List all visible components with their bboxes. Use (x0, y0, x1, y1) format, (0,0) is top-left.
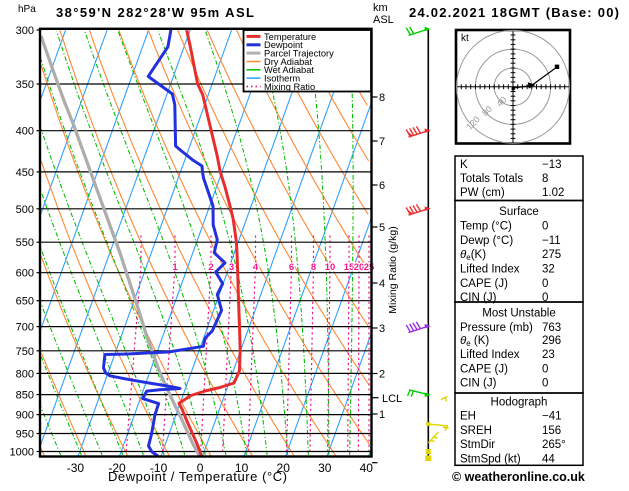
svg-text:8: 8 (311, 262, 316, 273)
svg-text:850: 850 (16, 390, 34, 402)
svg-text:1000: 1000 (10, 447, 34, 459)
svg-text:EH: EH (460, 411, 476, 423)
svg-text:Mixing Ratio: Mixing Ratio (264, 82, 315, 92)
svg-text:SREH: SREH (460, 425, 492, 437)
svg-text:15: 15 (344, 262, 355, 273)
svg-text:6: 6 (379, 180, 385, 192)
svg-text:1: 1 (379, 409, 385, 421)
svg-text:0: 0 (542, 378, 548, 390)
svg-text:800: 800 (16, 368, 34, 380)
svg-text:0: 0 (542, 221, 548, 233)
svg-text:4: 4 (379, 278, 385, 290)
svg-text:0: 0 (197, 461, 204, 475)
svg-text:Totals Totals: Totals Totals (460, 173, 523, 185)
svg-text:1: 1 (172, 262, 178, 273)
svg-text:Dewpoint / Temperature (°C): Dewpoint / Temperature (°C) (108, 469, 287, 484)
svg-text:PW (cm): PW (cm) (460, 187, 505, 199)
svg-text:650: 650 (16, 296, 34, 308)
svg-text:265°: 265° (542, 439, 566, 451)
svg-text:30: 30 (318, 461, 332, 475)
svg-text:Wet Adiabat: Wet Adiabat (264, 65, 314, 75)
svg-text:ASL: ASL (373, 14, 394, 26)
svg-text:CIN (J): CIN (J) (460, 378, 497, 390)
svg-text:6: 6 (289, 262, 294, 273)
svg-text:−13: −13 (542, 159, 562, 171)
svg-text:km: km (373, 2, 388, 14)
svg-text:44: 44 (542, 453, 555, 465)
svg-text:25: 25 (364, 262, 375, 273)
svg-text:-20: -20 (108, 461, 126, 475)
svg-text:10: 10 (325, 262, 336, 273)
svg-text:-30: -30 (67, 461, 85, 475)
svg-text:4: 4 (253, 262, 259, 273)
svg-text:275: 275 (542, 249, 561, 261)
svg-text:StmSpd (kt): StmSpd (kt) (460, 453, 521, 465)
svg-text:3: 3 (229, 262, 234, 273)
svg-text:24.02.2021 18GMT (Base: 00): 24.02.2021 18GMT (Base: 00) (409, 5, 619, 20)
svg-text:-10: -10 (150, 461, 168, 475)
svg-text:2: 2 (379, 369, 385, 381)
svg-text:20: 20 (277, 461, 291, 475)
svg-text:LCL: LCL (382, 393, 402, 405)
svg-text:Temperature: Temperature (264, 32, 316, 42)
svg-text:900: 900 (16, 410, 34, 422)
svg-text:20: 20 (354, 262, 365, 273)
svg-text:10: 10 (235, 461, 249, 475)
svg-text:kt: kt (461, 33, 469, 44)
svg-text:Most Unstable: Most Unstable (482, 308, 556, 320)
svg-text:Hodograph: Hodograph (491, 397, 548, 409)
svg-text:450: 450 (16, 167, 34, 179)
svg-text:1.02: 1.02 (542, 187, 564, 199)
svg-text:−11: −11 (542, 235, 561, 247)
svg-text:hPa: hPa (18, 4, 36, 15)
svg-text:350: 350 (16, 79, 34, 91)
svg-text:Mixing Ratio (g/kg): Mixing Ratio (g/kg) (387, 226, 399, 314)
svg-text:950: 950 (16, 429, 34, 441)
svg-text:θe (K): θe (K) (460, 335, 489, 348)
svg-text:Dewpoint: Dewpoint (264, 40, 303, 50)
svg-text:600: 600 (16, 268, 34, 280)
svg-text:8: 8 (542, 173, 548, 185)
svg-text:8: 8 (379, 92, 385, 104)
svg-text:Pressure (mb): Pressure (mb) (460, 322, 533, 334)
svg-text:K: K (460, 159, 468, 171)
svg-text:700: 700 (16, 322, 34, 334)
svg-text:5: 5 (379, 222, 385, 234)
svg-text:Surface: Surface (499, 206, 539, 218)
svg-text:Lifted Index: Lifted Index (460, 349, 520, 361)
svg-text:400: 400 (16, 126, 34, 138)
svg-text:750: 750 (16, 346, 34, 358)
svg-text:0: 0 (542, 292, 548, 304)
svg-text:Parcel Trajectory: Parcel Trajectory (264, 49, 334, 59)
svg-text:StmDir: StmDir (460, 439, 495, 451)
svg-text:40: 40 (360, 461, 374, 475)
svg-text:0: 0 (542, 278, 548, 290)
svg-text:Isotherm: Isotherm (264, 74, 300, 84)
svg-text:CAPE (J): CAPE (J) (460, 363, 508, 375)
svg-text:CIN (J): CIN (J) (460, 292, 497, 304)
svg-text:550: 550 (16, 237, 34, 249)
svg-text:θe(K): θe(K) (460, 249, 486, 262)
svg-text:296: 296 (542, 335, 561, 347)
svg-text:0: 0 (542, 363, 548, 375)
svg-text:300: 300 (16, 25, 34, 37)
svg-text:3: 3 (379, 323, 385, 335)
svg-text:23: 23 (542, 349, 555, 361)
svg-text:500: 500 (16, 204, 34, 216)
svg-text:−41: −41 (542, 411, 562, 423)
svg-text:763: 763 (542, 322, 561, 334)
svg-text:Dry Adiabat: Dry Adiabat (264, 57, 312, 67)
svg-text:7: 7 (379, 136, 385, 148)
svg-text:32: 32 (542, 264, 555, 276)
svg-text:CAPE (J): CAPE (J) (460, 278, 508, 290)
svg-text:38°59'N 282°28'W 95m ASL: 38°59'N 282°28'W 95m ASL (56, 5, 254, 20)
svg-text:Lifted Index: Lifted Index (460, 264, 520, 276)
svg-text:© weatheronline.co.uk: © weatheronline.co.uk (452, 470, 585, 484)
svg-text:Temp (°C): Temp (°C) (460, 221, 512, 233)
svg-text:156: 156 (542, 425, 561, 437)
svg-text:2: 2 (208, 262, 213, 273)
svg-text:Dewp (°C): Dewp (°C) (460, 235, 513, 247)
